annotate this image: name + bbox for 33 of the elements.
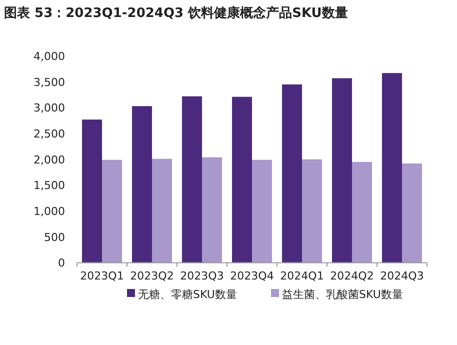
bar bbox=[352, 162, 372, 263]
y-tick-label: 3,000 bbox=[34, 102, 65, 115]
x-tick-label: 2023Q4 bbox=[230, 270, 274, 283]
x-tick-label: 2024Q2 bbox=[330, 270, 374, 283]
y-tick-label: 2,000 bbox=[34, 153, 65, 166]
x-tick-label: 2023Q2 bbox=[130, 270, 174, 283]
y-tick-label: 4,000 bbox=[34, 50, 65, 63]
bar bbox=[382, 73, 402, 263]
bar bbox=[252, 160, 272, 263]
x-tick-label: 2023Q3 bbox=[180, 270, 224, 283]
bar bbox=[202, 157, 222, 263]
bar bbox=[302, 159, 322, 263]
bar bbox=[232, 96, 252, 263]
bar bbox=[82, 120, 102, 263]
y-tick-label: 2,500 bbox=[34, 128, 65, 141]
bar bbox=[152, 158, 172, 263]
bar bbox=[182, 96, 202, 263]
bar bbox=[332, 78, 352, 263]
x-tick-label: 2024Q1 bbox=[280, 270, 324, 283]
x-tick-label: 2024Q3 bbox=[380, 270, 424, 283]
y-tick-label: 0 bbox=[58, 256, 65, 270]
bar bbox=[132, 106, 152, 263]
y-tick-label: 3,500 bbox=[34, 76, 65, 89]
bar bbox=[102, 160, 122, 263]
y-tick-label: 500 bbox=[44, 230, 65, 244]
x-tick-label: 2023Q1 bbox=[80, 270, 124, 283]
legend-label: 益生菌、乳酸菌SKU数量 bbox=[282, 288, 403, 301]
y-tick-label: 1,500 bbox=[34, 179, 65, 192]
y-tick-label: 1,000 bbox=[34, 205, 65, 218]
title: 图表 53：2023Q1-2024Q3 饮料健康概念产品SKU数量 bbox=[4, 6, 348, 21]
legend-label: 无糖、零糖SKU数量 bbox=[138, 288, 237, 301]
bar bbox=[402, 163, 422, 263]
bar bbox=[282, 84, 302, 263]
